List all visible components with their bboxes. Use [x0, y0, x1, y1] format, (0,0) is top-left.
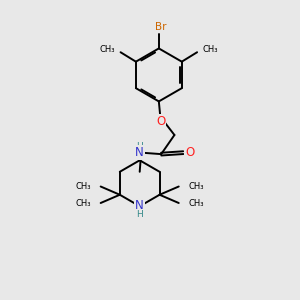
- Text: H: H: [136, 142, 143, 151]
- Text: H: H: [136, 210, 143, 219]
- Text: CH₃: CH₃: [76, 182, 91, 191]
- Text: CH₃: CH₃: [202, 45, 218, 54]
- Text: O: O: [185, 146, 194, 159]
- Text: O: O: [156, 115, 166, 128]
- Text: CH₃: CH₃: [188, 199, 204, 208]
- Text: CH₃: CH₃: [100, 45, 115, 54]
- Text: Br: Br: [154, 22, 166, 32]
- Text: CH₃: CH₃: [188, 182, 204, 191]
- Text: N: N: [135, 146, 144, 159]
- Text: N: N: [135, 199, 144, 212]
- Text: CH₃: CH₃: [76, 199, 91, 208]
